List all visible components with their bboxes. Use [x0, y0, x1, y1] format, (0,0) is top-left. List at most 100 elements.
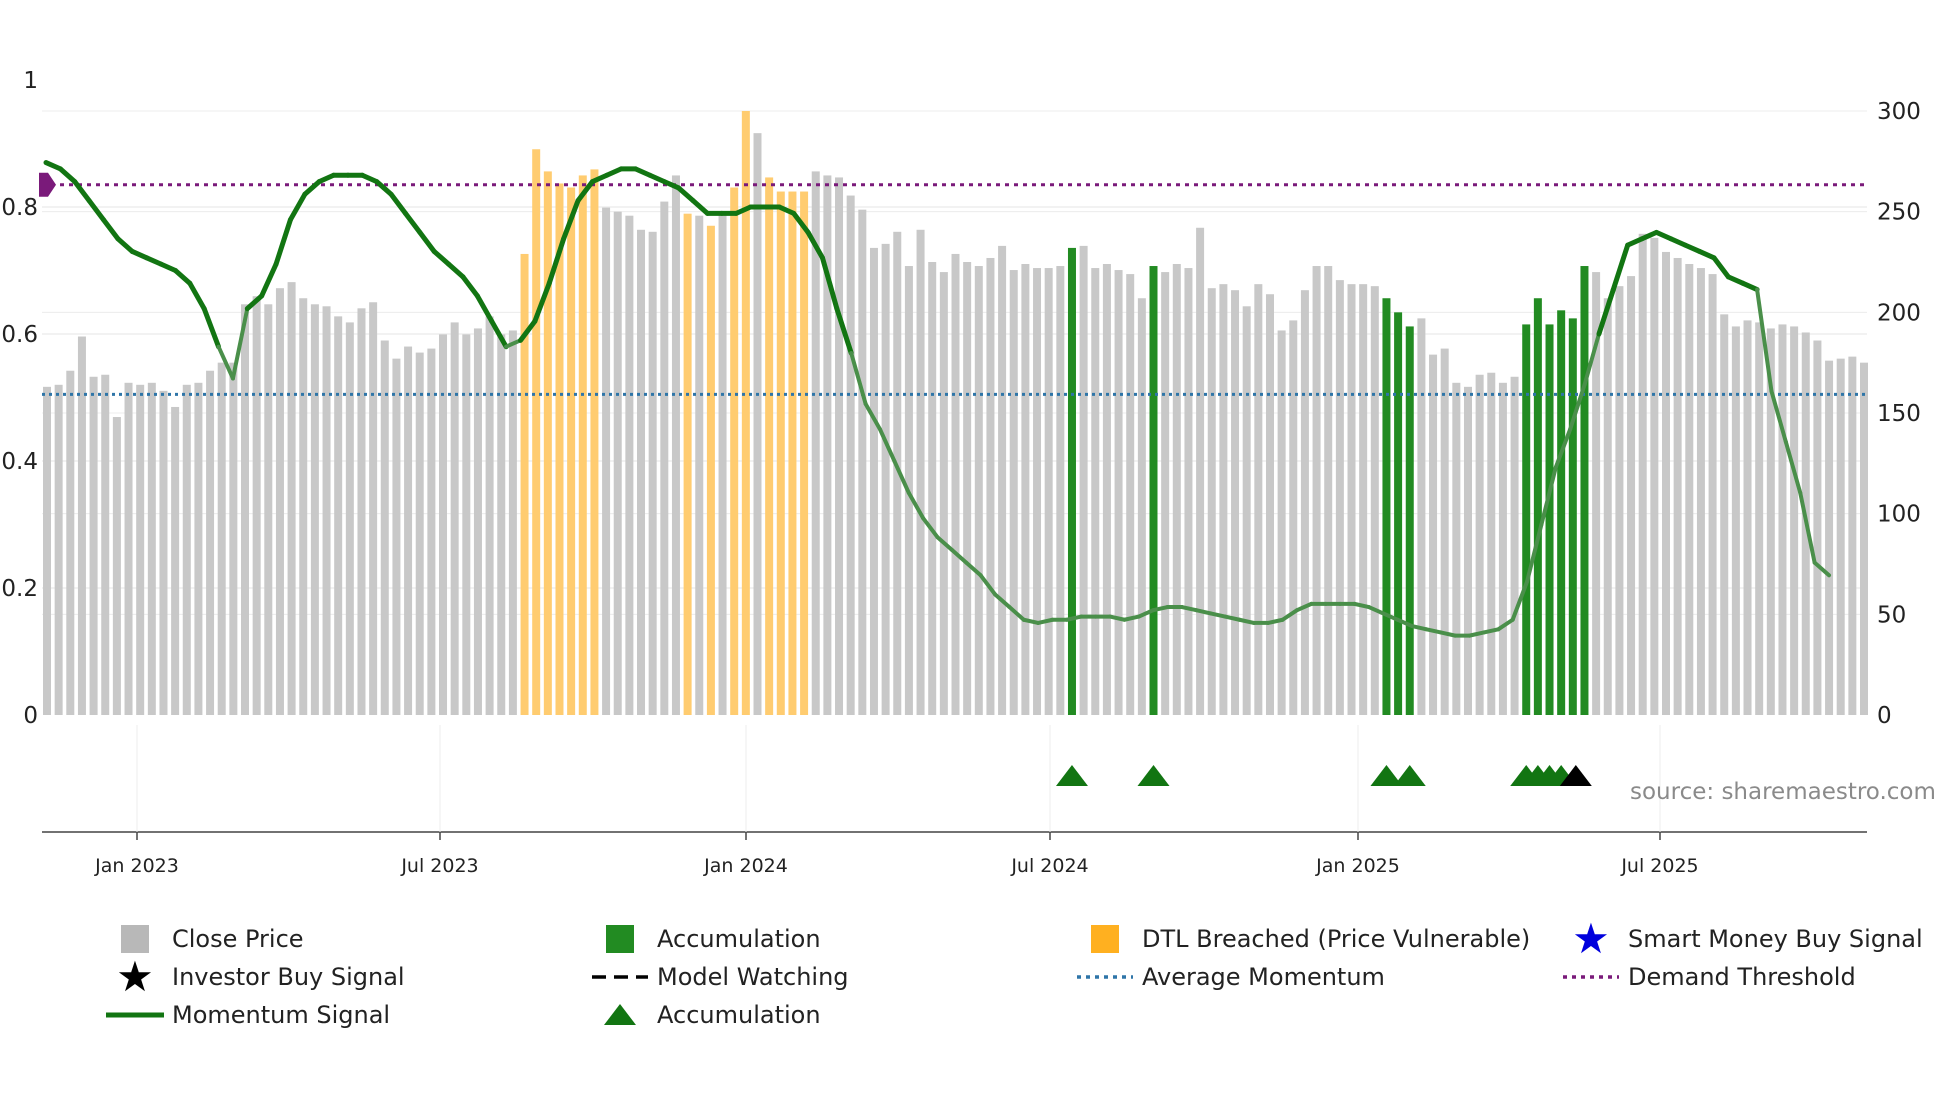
momentum-segment — [1237, 617, 1256, 625]
momentum-segment — [906, 490, 926, 521]
close-price-bar — [637, 229, 646, 715]
momentum-segment — [431, 248, 452, 267]
momentum-segment — [1151, 605, 1170, 613]
momentum-segment — [1223, 614, 1242, 622]
close-price-bar — [1661, 251, 1670, 715]
momentum-segment — [1064, 614, 1084, 622]
close-price-bar — [1289, 320, 1298, 715]
x-tick-label: Jan 2023 — [94, 855, 179, 877]
momentum-segment — [1596, 287, 1616, 337]
close-price-bar — [427, 348, 436, 715]
close-price-bar — [1056, 266, 1065, 715]
close-price-bar — [1685, 264, 1694, 715]
accumulation-bar — [1557, 310, 1566, 715]
accumulation-triangle — [1393, 765, 1426, 786]
close-price-bar — [101, 374, 110, 715]
close-price-bar — [1825, 360, 1834, 715]
close-price-bar — [928, 262, 937, 715]
close-price-bar — [1300, 290, 1309, 715]
momentum-signal-line — [43, 160, 1831, 638]
momentum-segment — [1410, 624, 1429, 632]
momentum-segment — [1610, 242, 1631, 293]
close-price-bar — [1114, 270, 1123, 715]
close-price-bar — [1102, 264, 1111, 715]
close-price-bar — [1324, 266, 1333, 715]
close-price-bar — [497, 334, 506, 715]
momentum-segment — [676, 185, 696, 204]
close-price-bar — [1627, 276, 1636, 715]
close-price-bar — [1370, 286, 1379, 715]
accumulation-bar — [1533, 298, 1542, 715]
close-price-bar — [1755, 322, 1764, 715]
dtl-breached-bar — [741, 111, 750, 715]
right-tick-label: 0 — [1877, 703, 1892, 729]
momentum-segment — [518, 318, 538, 343]
close-price-bar — [485, 316, 494, 715]
dtl-breached-bar — [788, 191, 797, 716]
momentum-segment — [1653, 229, 1674, 242]
dtl-breached-bar — [520, 253, 529, 716]
momentum-segment — [1625, 236, 1645, 248]
momentum-segment — [1496, 617, 1515, 632]
momentum-segment — [892, 459, 911, 495]
momentum-segment — [776, 204, 797, 216]
momentum-segment — [1366, 605, 1386, 616]
left-tick-label: 0.4 — [1, 449, 38, 475]
close-price-bar — [602, 207, 611, 715]
close-price-bar — [415, 352, 424, 715]
close-price-bar — [334, 316, 343, 715]
momentum-segment — [273, 217, 293, 267]
momentum-segment — [1266, 617, 1285, 625]
close-price-bar — [1766, 328, 1775, 715]
momentum-segment — [259, 261, 279, 299]
momentum-segment — [86, 198, 107, 223]
close-price-bar — [1696, 268, 1705, 715]
close-price-bar — [1790, 326, 1799, 715]
left-tick-label: 0.8 — [1, 195, 38, 221]
close-price-bar — [1836, 358, 1845, 715]
close-price-bar — [1265, 294, 1274, 715]
close-price-bar — [66, 370, 75, 715]
x-axis-ticks: Jan 2023 Jul 2023 Jan 2024 Jul 2024 Jan 2025… — [94, 725, 1699, 877]
close-price-bar — [1440, 348, 1449, 715]
accumulation-bar — [1405, 326, 1414, 715]
close-price-bar — [159, 390, 168, 715]
close-price-bar — [1650, 237, 1659, 715]
momentum-segment — [115, 236, 135, 254]
momentum-segment — [504, 338, 523, 349]
momentum-segment — [446, 261, 466, 280]
momentum-segment — [1179, 605, 1199, 613]
right-tick-label: 200 — [1877, 300, 1921, 326]
momentum-segment — [374, 179, 394, 197]
close-price-bar — [1347, 284, 1356, 715]
dtl-breached-bar — [800, 191, 809, 716]
dtl-breached-bar — [567, 187, 576, 716]
dtl-breached-bar — [765, 177, 774, 715]
dtl-breached-bar — [730, 187, 739, 716]
close-price-bar — [124, 382, 133, 715]
momentum-segment — [1697, 248, 1717, 261]
close-price-bar — [1417, 318, 1426, 715]
close-price-bar — [275, 288, 284, 715]
momentum-segment — [834, 306, 854, 356]
close-price-bar — [182, 384, 191, 715]
momentum-segment — [1352, 601, 1371, 610]
momentum-segment — [302, 179, 322, 197]
close-price-bar — [1044, 268, 1053, 715]
momentum-segment — [316, 172, 337, 185]
close-price-bar — [229, 362, 238, 715]
momentum-segment — [877, 427, 897, 463]
close-price-bar — [241, 304, 250, 715]
close-price-bar — [1475, 374, 1484, 715]
momentum-segment — [1510, 579, 1530, 622]
close-price-bar — [473, 328, 482, 715]
dtl-breached-bar — [578, 175, 587, 716]
momentum-segment — [1682, 242, 1703, 254]
momentum-segment — [489, 318, 509, 350]
accumulation-bar — [1545, 324, 1554, 715]
right-tick-label: 300 — [1877, 99, 1921, 125]
accumulation-bar — [1394, 312, 1403, 715]
dtl-breached-bar — [555, 183, 564, 716]
close-price-bar — [310, 304, 319, 715]
momentum-segment — [1553, 427, 1573, 470]
